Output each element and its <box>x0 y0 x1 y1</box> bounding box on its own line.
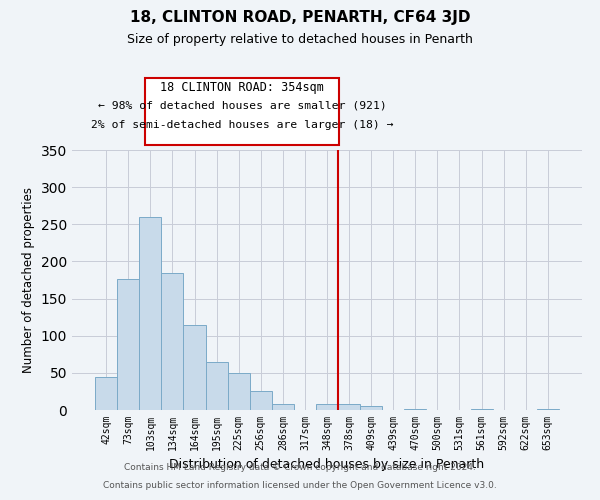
Text: ← 98% of detached houses are smaller (921): ← 98% of detached houses are smaller (92… <box>98 100 386 110</box>
Bar <box>139 217 161 410</box>
Bar <box>206 362 227 410</box>
Text: 2% of semi-detached houses are larger (18) →: 2% of semi-detached houses are larger (1… <box>91 120 393 130</box>
Bar <box>227 373 250 410</box>
Bar <box>360 406 382 410</box>
Text: Contains HM Land Registry data © Crown copyright and database right 2024.: Contains HM Land Registry data © Crown c… <box>124 464 476 472</box>
Text: Size of property relative to detached houses in Penarth: Size of property relative to detached ho… <box>127 32 473 46</box>
Bar <box>404 408 427 410</box>
Bar <box>117 280 139 410</box>
X-axis label: Distribution of detached houses by size in Penarth: Distribution of detached houses by size … <box>169 458 485 471</box>
Text: 18 CLINTON ROAD: 354sqm: 18 CLINTON ROAD: 354sqm <box>160 82 324 94</box>
Text: Contains public sector information licensed under the Open Government Licence v3: Contains public sector information licen… <box>103 481 497 490</box>
Bar <box>338 404 360 410</box>
Bar <box>184 326 206 410</box>
Bar <box>316 404 338 410</box>
Text: 18, CLINTON ROAD, PENARTH, CF64 3JD: 18, CLINTON ROAD, PENARTH, CF64 3JD <box>130 10 470 25</box>
Bar <box>250 392 272 410</box>
Bar <box>95 378 117 410</box>
Bar <box>161 274 184 410</box>
Y-axis label: Number of detached properties: Number of detached properties <box>22 187 35 373</box>
Bar <box>272 404 294 410</box>
